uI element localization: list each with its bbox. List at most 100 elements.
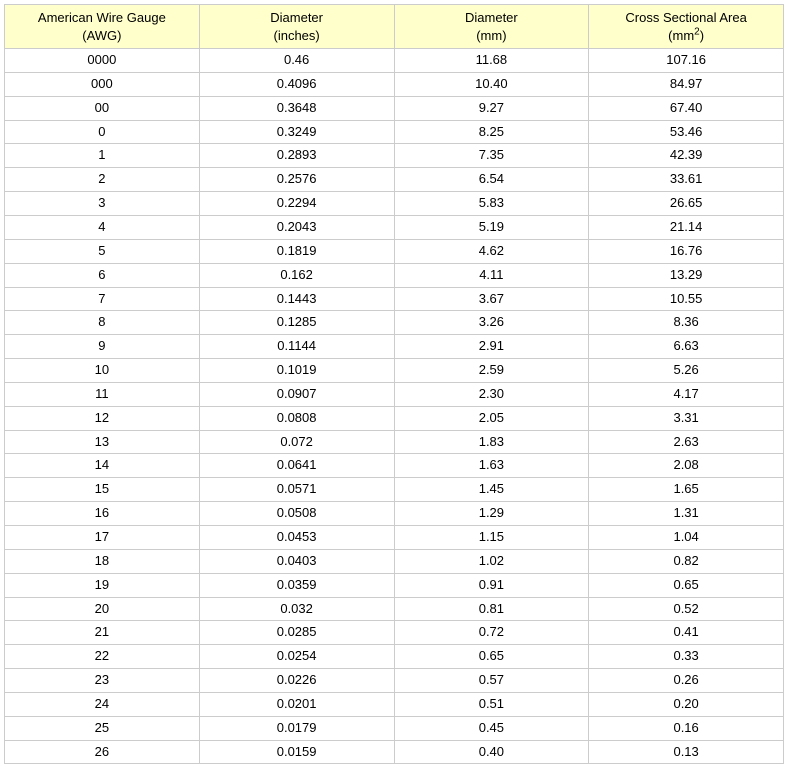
table-row: 190.03590.910.65 [5, 573, 784, 597]
table-row: 160.05081.291.31 [5, 502, 784, 526]
table-cell: 2.59 [394, 359, 589, 383]
table-cell: 10.40 [394, 72, 589, 96]
table-row: 70.14433.6710.55 [5, 287, 784, 311]
table-cell: 67.40 [589, 96, 784, 120]
table-cell: 14 [5, 454, 200, 478]
table-cell: 0.72 [394, 621, 589, 645]
table-cell: 0.0403 [199, 549, 394, 573]
table-cell: 0.0285 [199, 621, 394, 645]
table-row: 220.02540.650.33 [5, 645, 784, 669]
table-cell: 0.51 [394, 692, 589, 716]
table-row: 120.08082.053.31 [5, 406, 784, 430]
table-cell: 16.76 [589, 239, 784, 263]
table-cell: 5.26 [589, 359, 784, 383]
table-row: 260.01590.400.13 [5, 740, 784, 764]
table-cell: 2 [5, 168, 200, 192]
table-cell: 5 [5, 239, 200, 263]
table-cell: 1.29 [394, 502, 589, 526]
table-cell: 9.27 [394, 96, 589, 120]
table-cell: 0.2893 [199, 144, 394, 168]
col-header-line2-suffix: ) [700, 28, 704, 43]
table-cell: 5.83 [394, 192, 589, 216]
table-cell: 9 [5, 335, 200, 359]
table-cell: 7 [5, 287, 200, 311]
table-cell: 4 [5, 216, 200, 240]
table-row: 60.1624.1113.29 [5, 263, 784, 287]
table-cell: 0000 [5, 49, 200, 73]
table-cell: 6.63 [589, 335, 784, 359]
table-cell: 1.65 [589, 478, 784, 502]
table-cell: 22 [5, 645, 200, 669]
col-header-line2: (mm) [476, 28, 506, 43]
table-row: 110.09072.304.17 [5, 382, 784, 406]
table-cell: 0.0179 [199, 716, 394, 740]
col-header-diameter-in: Diameter (inches) [199, 5, 394, 49]
table-row: 150.05711.451.65 [5, 478, 784, 502]
table-cell: 0.0201 [199, 692, 394, 716]
table-cell: 00 [5, 96, 200, 120]
table-cell: 0.45 [394, 716, 589, 740]
table-cell: 3 [5, 192, 200, 216]
table-cell: 11.68 [394, 49, 589, 73]
table-cell: 0.072 [199, 430, 394, 454]
table-cell: 1.45 [394, 478, 589, 502]
table-cell: 0.3249 [199, 120, 394, 144]
table-row: 140.06411.632.08 [5, 454, 784, 478]
table-cell: 1.63 [394, 454, 589, 478]
table-cell: 26 [5, 740, 200, 764]
table-cell: 2.08 [589, 454, 784, 478]
table-cell: 53.46 [589, 120, 784, 144]
table-cell: 0.0907 [199, 382, 394, 406]
table-row: 100.10192.595.26 [5, 359, 784, 383]
col-header-awg: American Wire Gauge (AWG) [5, 5, 200, 49]
table-cell: 12 [5, 406, 200, 430]
table-cell: 2.05 [394, 406, 589, 430]
table-cell: 7.35 [394, 144, 589, 168]
table-cell: 0.20 [589, 692, 784, 716]
table-cell: 0.1144 [199, 335, 394, 359]
table-cell: 13.29 [589, 263, 784, 287]
table-cell: 6 [5, 263, 200, 287]
col-header-line2: (inches) [274, 28, 320, 43]
table-cell: 21 [5, 621, 200, 645]
table-cell: 0.1819 [199, 239, 394, 263]
table-cell: 2.30 [394, 382, 589, 406]
table-cell: 8.25 [394, 120, 589, 144]
table-cell: 2.91 [394, 335, 589, 359]
table-cell: 0 [5, 120, 200, 144]
table-row: 180.04031.020.82 [5, 549, 784, 573]
table-row: 170.04531.151.04 [5, 525, 784, 549]
col-header-line1: Diameter [465, 10, 518, 25]
table-cell: 23 [5, 669, 200, 693]
table-cell: 1.15 [394, 525, 589, 549]
table-cell: 0.1443 [199, 287, 394, 311]
table-row: 30.22945.8326.65 [5, 192, 784, 216]
table-row: 200.0320.810.52 [5, 597, 784, 621]
table-cell: 0.82 [589, 549, 784, 573]
table-row: 000.36489.2767.40 [5, 96, 784, 120]
table-cell: 1.31 [589, 502, 784, 526]
table-row: 90.11442.916.63 [5, 335, 784, 359]
table-cell: 0.162 [199, 263, 394, 287]
table-cell: 11 [5, 382, 200, 406]
table-cell: 107.16 [589, 49, 784, 73]
col-header-line1: Cross Sectional Area [625, 10, 746, 25]
table-row: 20.25766.5433.61 [5, 168, 784, 192]
table-cell: 0.4096 [199, 72, 394, 96]
table-row: 250.01790.450.16 [5, 716, 784, 740]
table-row: 230.02260.570.26 [5, 669, 784, 693]
table-cell: 8.36 [589, 311, 784, 335]
awg-table: American Wire Gauge (AWG) Diameter (inch… [4, 4, 784, 764]
table-cell: 0.0641 [199, 454, 394, 478]
col-header-line2: (AWG) [82, 28, 121, 43]
table-cell: 42.39 [589, 144, 784, 168]
table-cell: 0.40 [394, 740, 589, 764]
table-cell: 8 [5, 311, 200, 335]
table-cell: 0.26 [589, 669, 784, 693]
table-cell: 1.02 [394, 549, 589, 573]
table-cell: 25 [5, 716, 200, 740]
table-cell: 15 [5, 478, 200, 502]
table-cell: 4.62 [394, 239, 589, 263]
table-cell: 26.65 [589, 192, 784, 216]
col-header-line1: Diameter [270, 10, 323, 25]
